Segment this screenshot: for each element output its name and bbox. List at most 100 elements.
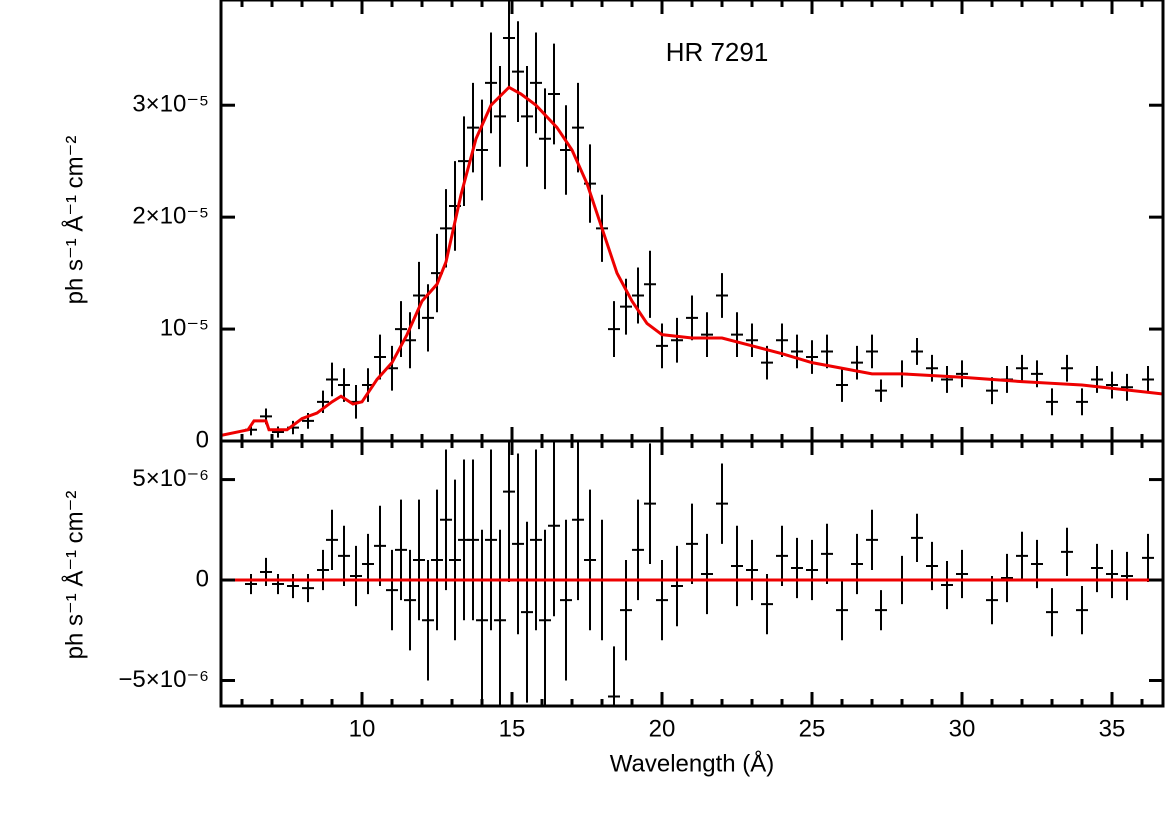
data-point bbox=[1142, 533, 1154, 583]
x-tick-label: 35 bbox=[1099, 715, 1126, 742]
data-point bbox=[539, 88, 551, 190]
data-point bbox=[404, 549, 416, 651]
data-point bbox=[671, 317, 683, 363]
x-axis-label: Wavelength (Å) bbox=[610, 749, 775, 777]
data-point bbox=[806, 539, 818, 601]
y-tick-label: 5×10⁻⁶ bbox=[132, 465, 209, 492]
data-point bbox=[986, 576, 998, 625]
data-point bbox=[560, 105, 572, 195]
data-point bbox=[986, 377, 998, 405]
plot-frame bbox=[219, 439, 1165, 708]
data-point bbox=[644, 250, 656, 318]
data-point bbox=[485, 449, 497, 631]
data-point bbox=[476, 99, 488, 201]
data-point bbox=[1061, 354, 1073, 382]
y-axis-label: ph s⁻¹ Å⁻¹ cm⁻² bbox=[60, 136, 88, 305]
data-point bbox=[338, 368, 350, 402]
data-point bbox=[686, 295, 698, 341]
annotation: HR 7291 bbox=[666, 37, 769, 67]
data-point bbox=[458, 116, 470, 206]
data-point bbox=[1106, 549, 1118, 599]
data-point bbox=[926, 354, 938, 382]
data-point bbox=[467, 82, 479, 173]
plot-area bbox=[221, 441, 1163, 706]
data-point bbox=[476, 529, 488, 706]
data-point bbox=[1046, 388, 1058, 416]
data-point bbox=[644, 443, 656, 564]
x-tick-label: 10 bbox=[349, 715, 376, 742]
data-point bbox=[584, 489, 596, 631]
data-point bbox=[1016, 531, 1028, 581]
data-point bbox=[761, 574, 773, 635]
data-point bbox=[761, 345, 773, 380]
data-point bbox=[350, 545, 362, 607]
data-point bbox=[413, 261, 425, 330]
data-point bbox=[866, 334, 878, 369]
data-point bbox=[956, 360, 968, 388]
data-point bbox=[1076, 586, 1088, 635]
data-point bbox=[494, 66, 506, 167]
data-point bbox=[386, 549, 398, 631]
data-point bbox=[671, 545, 683, 627]
data-point bbox=[404, 312, 416, 369]
data-point bbox=[560, 519, 572, 681]
data-point bbox=[503, 0, 515, 89]
data-point bbox=[746, 539, 758, 601]
data-point bbox=[272, 426, 284, 438]
data-point bbox=[731, 525, 743, 607]
data-point bbox=[431, 489, 443, 631]
data-point bbox=[395, 499, 407, 601]
y-tick-label: 0 bbox=[196, 426, 209, 453]
plot-area bbox=[221, 0, 1163, 438]
data-point bbox=[512, 21, 524, 123]
data-point bbox=[926, 541, 938, 591]
data-point bbox=[1121, 551, 1133, 601]
data-point bbox=[1001, 553, 1013, 603]
data-point bbox=[851, 533, 863, 595]
x-tick-label: 30 bbox=[949, 715, 976, 742]
data-point bbox=[716, 273, 728, 318]
data-point bbox=[701, 312, 713, 358]
data-point bbox=[716, 463, 728, 544]
x-tick-label: 15 bbox=[499, 715, 526, 742]
data-point bbox=[287, 574, 299, 599]
data-point bbox=[701, 533, 713, 615]
data-point bbox=[317, 549, 329, 591]
data-point bbox=[686, 503, 698, 585]
data-point bbox=[875, 590, 887, 631]
data-point bbox=[1142, 366, 1154, 393]
data-point bbox=[821, 523, 833, 585]
data-point bbox=[326, 509, 338, 570]
data-point bbox=[1091, 543, 1103, 593]
data-point bbox=[1046, 588, 1058, 637]
x-tick-label: 25 bbox=[799, 715, 826, 742]
data-point bbox=[911, 513, 923, 562]
data-point bbox=[776, 525, 788, 587]
data-point bbox=[731, 312, 743, 358]
data-point bbox=[512, 453, 524, 635]
data-point bbox=[1106, 371, 1118, 399]
data-point bbox=[911, 338, 923, 365]
data-point bbox=[422, 559, 434, 681]
data-point bbox=[875, 379, 887, 402]
data-point bbox=[530, 449, 542, 631]
data-point bbox=[776, 323, 788, 358]
data-point bbox=[548, 441, 560, 617]
data-point bbox=[656, 559, 668, 641]
data-point bbox=[302, 574, 314, 603]
data-point bbox=[572, 82, 584, 173]
x-tick-label: 20 bbox=[649, 715, 676, 742]
data-point bbox=[806, 340, 818, 374]
y-axis-label: ph s⁻¹ Å⁻¹ cm⁻² bbox=[60, 491, 88, 660]
data-point bbox=[836, 368, 848, 402]
data-point bbox=[851, 345, 863, 380]
y-tick-label: 10⁻⁵ bbox=[160, 314, 209, 341]
data-point bbox=[449, 479, 461, 641]
y-tick-label: 0 bbox=[196, 565, 209, 592]
data-point bbox=[632, 499, 644, 601]
data-point bbox=[1061, 527, 1073, 577]
data-point bbox=[746, 323, 758, 358]
y-tick-label: 2×10⁻⁵ bbox=[132, 202, 209, 229]
